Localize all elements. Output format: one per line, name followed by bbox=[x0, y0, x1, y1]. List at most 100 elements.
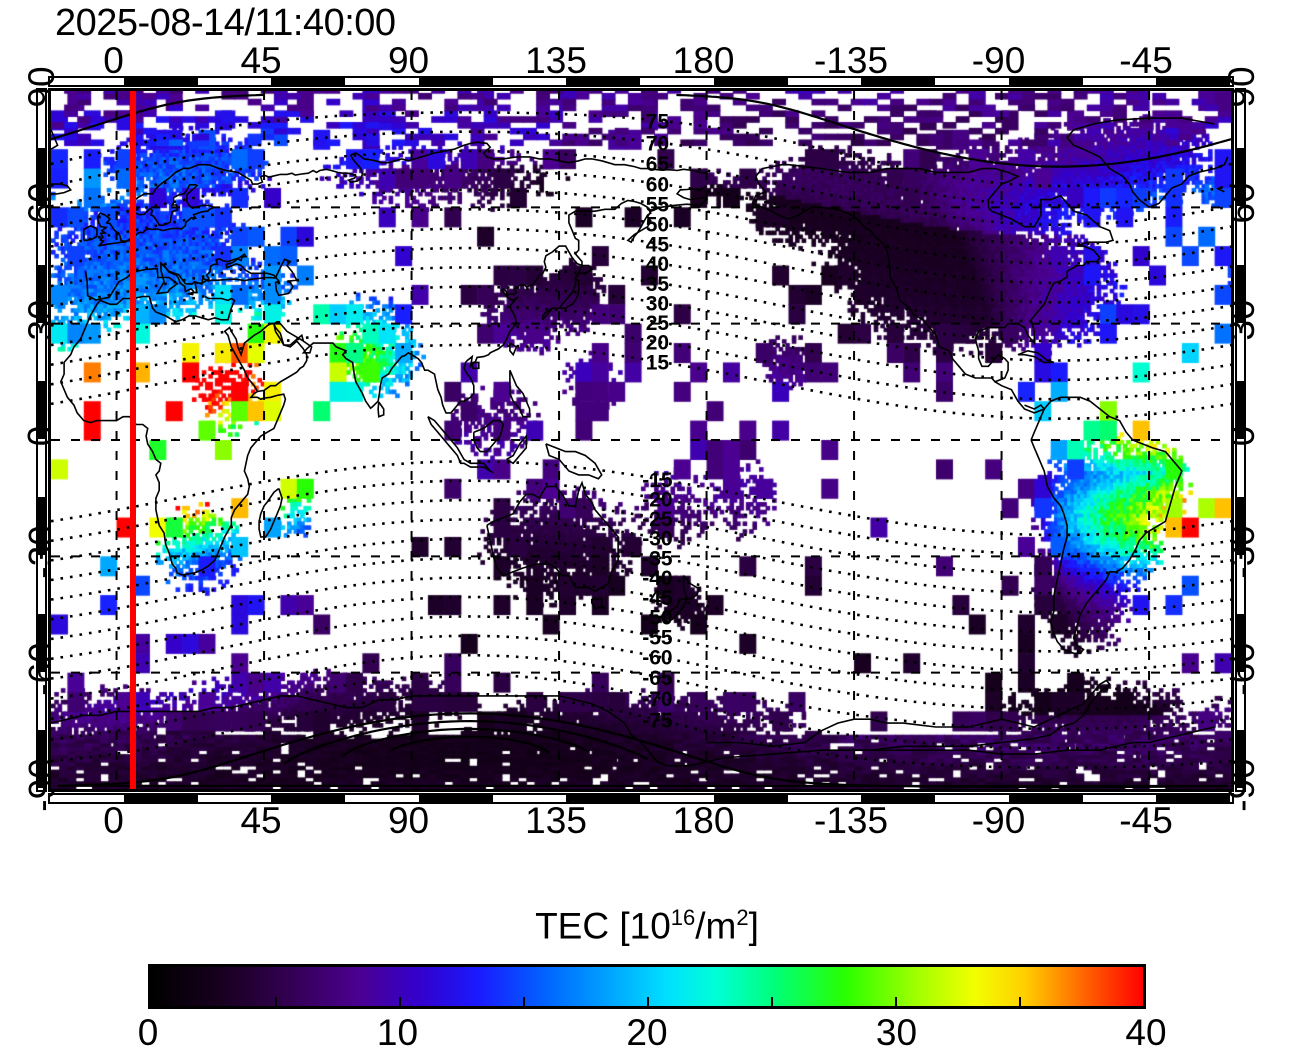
magnetic-latitude-contour bbox=[51, 208, 1231, 285]
magnetic-latitude-label: 50 bbox=[646, 214, 669, 237]
colorbar[interactable] bbox=[148, 964, 1146, 1009]
x-tick-label: 0 bbox=[103, 800, 124, 841]
axis-bar-segment bbox=[1156, 795, 1230, 802]
magnetic-latitude-label: 40 bbox=[646, 253, 669, 276]
axis-bar-segment bbox=[123, 78, 198, 85]
axis-bar-segment bbox=[1156, 78, 1230, 85]
magnetic-latitude-contour bbox=[51, 343, 1231, 420]
axis-bar-segment bbox=[123, 795, 198, 802]
x-tick-label: 45 bbox=[240, 800, 282, 841]
coastline-path bbox=[662, 575, 702, 624]
axis-bar-segment bbox=[271, 78, 345, 85]
magnetic-latitude-label: 70 bbox=[646, 132, 669, 155]
colorbar-title-exponent: 16 bbox=[670, 905, 696, 930]
x-tick-label: -90 bbox=[971, 800, 1026, 841]
axis-bar-segment bbox=[1237, 148, 1244, 207]
axis-bar-right bbox=[1235, 88, 1246, 792]
axis-bar-left bbox=[36, 88, 47, 792]
axis-bar-segment bbox=[38, 613, 45, 672]
coastline-path bbox=[541, 264, 594, 321]
axis-bar-segment bbox=[271, 795, 345, 802]
colorbar-tick bbox=[275, 997, 277, 1006]
axis-bar-segment bbox=[38, 729, 45, 788]
x-tick-label: 180 bbox=[672, 800, 735, 841]
magnetic-latitude-contour bbox=[51, 111, 1231, 188]
axis-bar-segment bbox=[566, 795, 640, 802]
magnetic-latitude-label: -25 bbox=[642, 508, 673, 531]
x-tick-label: -135 bbox=[814, 40, 889, 81]
colorbar-title: TEC [1016/m2] bbox=[535, 905, 759, 947]
magnetic-latitude-contour bbox=[51, 227, 1231, 304]
colorbar-tick-labels: 0 10 20 30 40 bbox=[138, 1012, 1167, 1056]
magnetic-latitude-label: -20 bbox=[642, 488, 672, 511]
axis-bar-segment bbox=[1008, 795, 1083, 802]
axis-bar-segment bbox=[861, 78, 935, 85]
x-tick-label: 135 bbox=[525, 40, 587, 81]
magnetic-latitude-contour bbox=[51, 498, 1231, 576]
colorbar-title-exponent2: 2 bbox=[736, 905, 749, 930]
coastline-path bbox=[471, 361, 480, 370]
axis-bar-segment bbox=[38, 380, 45, 439]
axis-bar-segment bbox=[38, 497, 45, 556]
x-tick-label: 135 bbox=[525, 800, 587, 841]
magnetic-latitude-label: -45 bbox=[642, 587, 673, 610]
axis-bar-segment bbox=[1237, 380, 1244, 439]
x-tick-label: -135 bbox=[814, 800, 889, 841]
axis-bar-segment bbox=[38, 148, 45, 207]
magnetic-latitude-contour bbox=[51, 130, 1231, 207]
magnetic-latitude-contour bbox=[51, 285, 1231, 362]
magnetic-latitude-label: 45 bbox=[646, 233, 670, 256]
magnetic-latitude-contour bbox=[51, 460, 1231, 537]
axis-bar-segment bbox=[1008, 78, 1083, 85]
magnetic-latitude-contour bbox=[51, 188, 1231, 265]
colorbar-title-tail: /m bbox=[695, 905, 737, 947]
magnetic-latitude-label: -75 bbox=[642, 710, 673, 733]
magnetic-latitude-label: 65 bbox=[646, 153, 670, 176]
magnetic-pole-contour bbox=[283, 719, 649, 765]
magnetic-latitude-contour bbox=[51, 266, 1231, 343]
magnetic-latitude-contour bbox=[51, 653, 1231, 731]
colorbar-tick-label: 40 bbox=[1125, 1012, 1167, 1053]
colorbar-tick-label: 10 bbox=[376, 1012, 419, 1053]
magnetic-latitude-label: 15 bbox=[646, 351, 670, 374]
magnetic-latitude-label: 60 bbox=[646, 174, 669, 197]
axis-bar-segment bbox=[861, 795, 935, 802]
x-tick-label: 90 bbox=[387, 800, 430, 841]
magnetic-latitude-label: -15 bbox=[642, 469, 673, 492]
magnetic-latitude-label: -65 bbox=[642, 667, 673, 690]
magnetic-pole-contour bbox=[57, 712, 1228, 789]
magnetic-latitude-contour bbox=[51, 595, 1231, 672]
coastline-path bbox=[377, 401, 385, 418]
coastline-path bbox=[509, 369, 531, 418]
coastline-path bbox=[509, 342, 518, 357]
coastline-path bbox=[51, 679, 1111, 767]
tec-map-plot[interactable]: 75 70 65 60 55 50 45 40 35 30 25 20 15 -15 -20 -25 -30 -3… bbox=[48, 88, 1234, 792]
magnetic-latitude-label: 35 bbox=[646, 273, 670, 296]
magnetic-latitude-label: -35 bbox=[642, 547, 673, 570]
axis-bar-segment bbox=[713, 78, 788, 85]
axis-bar-segment bbox=[1237, 497, 1244, 556]
coastline-path bbox=[751, 163, 1115, 383]
colorbar-tick bbox=[771, 997, 773, 1006]
magnetic-latitude-contour bbox=[51, 246, 1231, 323]
magnetic-latitude-label: 25 bbox=[646, 312, 670, 335]
page-title: 2025-08-14/11:40:00 bbox=[55, 2, 396, 44]
magnetic-latitude-label: -50 bbox=[642, 607, 672, 630]
y-axis-labels-left: 90 60 30 0 -30 -60 -90 bbox=[0, 66, 62, 811]
axis-bar-segment bbox=[1237, 729, 1244, 788]
magnetic-latitude-contour bbox=[51, 169, 1231, 246]
axis-bar-top bbox=[48, 76, 1234, 87]
magnetic-latitude-label: 75 bbox=[646, 110, 670, 133]
x-axis-labels-bottom: 0 45 90 135 180 -135 -90 -45 bbox=[48, 800, 1234, 841]
axis-bar-segment bbox=[418, 795, 493, 802]
x-tick-label: -45 bbox=[1119, 800, 1173, 841]
coastline-path bbox=[96, 212, 123, 247]
axis-bar-bottom bbox=[48, 793, 1234, 804]
colorbar-tick-label: 20 bbox=[626, 1012, 668, 1053]
magnetic-latitude-label: 30 bbox=[646, 292, 669, 315]
magnetic-pole-contour bbox=[391, 735, 550, 754]
colorbar-tick bbox=[399, 997, 401, 1006]
axis-bar-segment bbox=[1237, 613, 1244, 672]
axis-bar-segment bbox=[1237, 264, 1244, 323]
coastline-path bbox=[506, 433, 528, 465]
